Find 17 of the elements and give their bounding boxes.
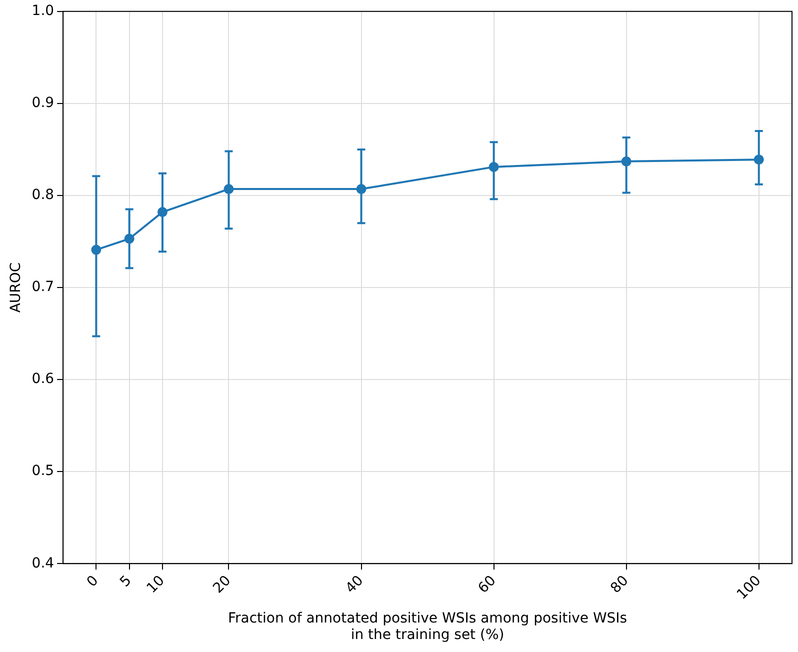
x-tick-label: 80: [608, 572, 632, 597]
x-axis-title: Fraction of annotated positive WSIs among positive WSIs in the training set (%): [228, 610, 628, 644]
x-tick-label: 100: [734, 572, 764, 603]
y-tick-label: 0.6: [32, 371, 54, 388]
y-tick-label: 0.5: [32, 463, 54, 480]
y-tick-label: 0.8: [32, 187, 54, 204]
y-tick-label: 0.7: [32, 279, 54, 296]
y-axis-title: AUROC: [8, 262, 24, 313]
x-tick-label: 20: [210, 572, 234, 597]
x-tick-label: 40: [342, 572, 367, 597]
y-tick-label: 0.4: [32, 555, 54, 572]
y-tick-label: 0.9: [32, 95, 54, 112]
x-tick-label: 10: [144, 572, 168, 597]
x-tick-label: 60: [475, 572, 500, 597]
y-tick-label: 1.0: [32, 3, 54, 20]
x-tick-label: 5: [117, 572, 135, 590]
x-tick-label: 0: [84, 572, 102, 590]
